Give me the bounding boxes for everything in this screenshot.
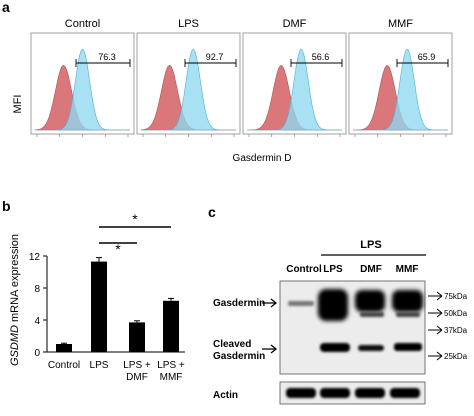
mfi-axis-label: MFI (12, 95, 24, 114)
bar (129, 322, 145, 352)
histogram-title: LPS (178, 18, 199, 30)
marker-37-arrow-icon (428, 325, 443, 335)
x-tick-label-line2: DMF (126, 372, 148, 383)
lane-label-mmf: MMF (396, 264, 419, 275)
y-tick-label: 4 (34, 316, 40, 327)
marker-50-arrow-icon (428, 308, 443, 318)
panel-c-label: c (208, 204, 216, 220)
marker-50: 50kDa (444, 309, 468, 318)
band-cleaved-mmf (394, 343, 422, 351)
cleaved-arrow-icon (262, 344, 278, 354)
panel-b-label: b (2, 198, 11, 214)
x-tick-label: LPS + (123, 360, 151, 371)
x-tick-label: LPS + (157, 360, 185, 371)
histogram-control: Control 76.3 (30, 18, 135, 137)
gasdermin-histogram (353, 48, 448, 131)
histogram-title: DMF (283, 18, 307, 30)
panel-a-label: a (2, 0, 10, 15)
lane-label-dmf: DMF (360, 264, 382, 275)
band-gasdermin-dmf (355, 290, 385, 312)
lane-label-control: Control (286, 264, 322, 275)
marker-25-arrow-icon (428, 351, 443, 361)
band-gasdermin-mmf (392, 290, 423, 312)
band-actin-mmf (390, 388, 420, 398)
bar-y-axis-label: GSDMD mRNA expression (9, 234, 21, 366)
y-label-gene: GSDMD (9, 325, 21, 366)
gasdermin-histogram (141, 48, 236, 131)
band-gasdermin-mmf-lower (396, 312, 420, 317)
western-blot-actin (279, 381, 426, 405)
x-tick-label: LPS (90, 360, 109, 371)
western-blot-main (279, 280, 426, 375)
histogram-title: Control (65, 18, 100, 30)
x-tick-label: Control (48, 360, 80, 371)
gasdermin-histogram (247, 48, 342, 131)
bar (56, 344, 72, 352)
gate-value: 56.6 (312, 52, 330, 62)
band-actin-dmf (355, 388, 385, 398)
x-tick-label-line2: MMF (160, 372, 183, 383)
histogram-mmf: MMF 65.9 (348, 18, 453, 137)
marker-37: 37kDa (444, 326, 468, 335)
bar (163, 300, 179, 352)
cleaved-label-line1: Cleaved (213, 339, 251, 350)
cleaved-label-line2: Gasdermin (213, 351, 265, 362)
gasdermin-histogram (35, 48, 130, 131)
gate-value: 65.9 (418, 52, 436, 62)
lps-header: LPS (360, 239, 381, 251)
lane-label-lps: LPS (323, 264, 343, 275)
histogram-lps: LPS 92.7 (136, 18, 241, 137)
band-actin-control (286, 388, 316, 398)
band-gasdermin-dmf-lower (360, 312, 384, 317)
band-cleaved-dmf (358, 345, 384, 351)
y-tick-label: 12 (29, 252, 41, 263)
band-actin-lps (320, 388, 350, 398)
significance-star: * (132, 211, 138, 227)
gate-value: 92.7 (206, 52, 224, 62)
actin-band-label: Actin (213, 390, 238, 401)
marker-25: 25kDa (444, 352, 468, 361)
y-tick-label: 8 (34, 284, 40, 295)
y-tick-label: 0 (34, 348, 40, 359)
histogram-title: MMF (388, 18, 413, 30)
gasdermin-band-label: Gasdermin (213, 298, 265, 309)
bar (91, 261, 107, 352)
histogram-dmf: DMF 56.6 (242, 18, 347, 137)
gasdermin-axis-label: Gasdermin D (233, 153, 292, 164)
marker-75: 75kDa (444, 292, 468, 301)
flow-histograms: Control 76.3 LPS 92.7 DMF 56.6 MMF 65.9 (30, 18, 453, 137)
significance-star: * (115, 241, 121, 257)
gate-value: 76.3 (98, 52, 116, 62)
gasdermin-arrow-icon (262, 298, 278, 308)
band-gasdermin-lps (318, 289, 348, 321)
actin-membrane (279, 381, 426, 405)
y-label-rest: mRNA expression (9, 234, 21, 325)
marker-75-arrow-icon (428, 291, 443, 301)
band-cleaved-lps (320, 343, 350, 352)
band-gasdermin-control (288, 301, 314, 306)
